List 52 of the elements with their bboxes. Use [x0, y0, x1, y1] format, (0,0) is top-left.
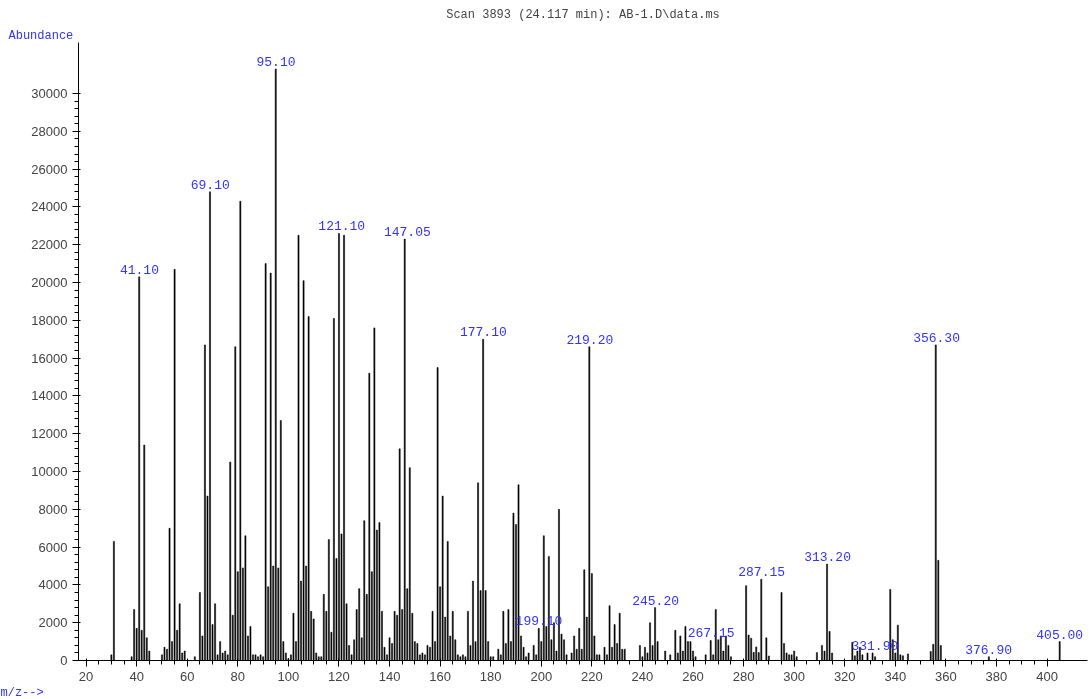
annotation: 69.10	[190, 177, 230, 193]
annotation: 41.10	[119, 262, 159, 278]
x-tick-label: 140	[378, 668, 401, 684]
chart-title: Scan 3893 (24.117 min): AB-1.D\data.ms	[446, 7, 720, 22]
y-tick-label: 0	[60, 653, 68, 668]
x-tick-label: 20	[78, 668, 94, 684]
annotation: 245.20	[632, 593, 679, 609]
x-tick-label: 80	[230, 668, 246, 684]
x-tick-label: 400	[1036, 668, 1058, 684]
annotation: 177.10	[459, 325, 507, 341]
y-tick-label: 20000	[31, 275, 68, 291]
x-tick-label: 320	[833, 668, 856, 684]
x-tick-label: 180	[479, 668, 502, 684]
annotation: 121.10	[318, 219, 366, 235]
x-tick-label: 40	[129, 668, 144, 684]
annotation: 356.30	[913, 330, 960, 346]
x-tick-label: 160	[429, 668, 451, 684]
annotation: 313.20	[804, 550, 851, 566]
y-tick-label: 2000	[38, 615, 68, 631]
x-tick-label: 260	[682, 668, 704, 684]
y-tick-label: 12000	[31, 426, 68, 442]
annotation: 405.00	[1036, 627, 1084, 643]
y-axis-title: Abundance	[8, 28, 74, 43]
annotation: 219.20	[566, 332, 614, 348]
y-tick-label: 8000	[38, 501, 68, 517]
annotation: 95.10	[256, 54, 296, 70]
x-tick-label: 220	[581, 668, 603, 684]
y-tick-label: 28000	[31, 123, 68, 139]
y-tick-label: 24000	[31, 199, 68, 215]
x-tick-label: 200	[530, 668, 553, 684]
x-tick-label: 100	[277, 668, 300, 684]
annotation: 287.15	[738, 565, 786, 581]
x-tick-label: 60	[180, 668, 195, 684]
y-tick-label: 10000	[31, 464, 68, 480]
x-tick-label: 280	[732, 668, 755, 684]
y-tick-label: 6000	[38, 539, 68, 555]
annotation: 147.05	[383, 225, 431, 241]
y-tick-label: 26000	[31, 161, 68, 177]
x-tick-label: 360	[935, 668, 957, 684]
x-tick-label: 240	[631, 668, 654, 684]
annotation: 376.90	[965, 642, 1013, 658]
x-tick-label: 120	[328, 668, 350, 684]
y-tick-label: 4000	[38, 577, 68, 593]
y-tick-label: 16000	[31, 350, 68, 366]
y-tick-label: 22000	[31, 237, 68, 253]
x-axis-title: m/z-->	[0, 685, 44, 699]
x-tick-label: 300	[783, 668, 806, 684]
y-tick-label: 14000	[31, 388, 68, 404]
y-tick-label: 30000	[31, 86, 68, 102]
x-tick-label: 380	[985, 668, 1008, 684]
y-tick-label: 18000	[31, 312, 68, 328]
x-tick-label: 340	[884, 668, 907, 684]
